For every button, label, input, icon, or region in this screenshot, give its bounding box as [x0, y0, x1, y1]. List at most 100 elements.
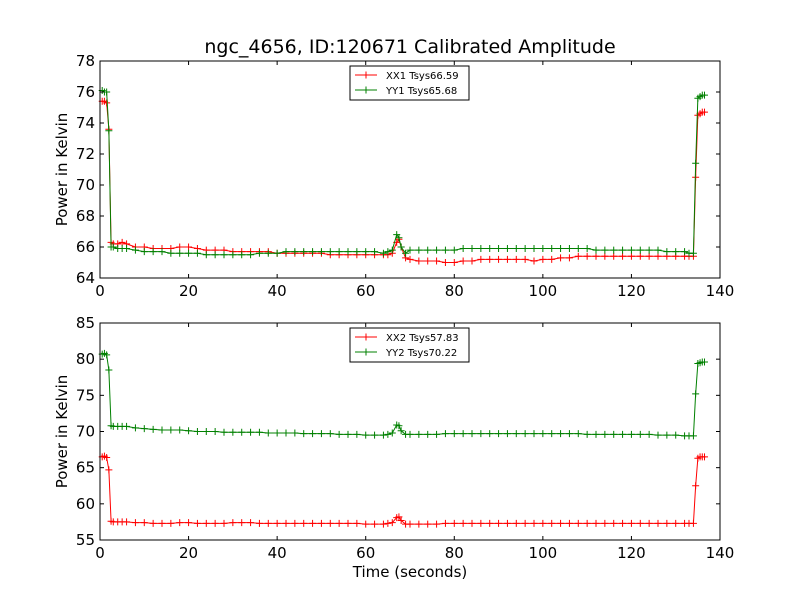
- top-series-2-point: [238, 251, 246, 259]
- bottom-series-2-point: [158, 426, 166, 434]
- top-series-1-point: [654, 252, 662, 260]
- bottom-x-tick-label: 120: [617, 544, 646, 562]
- bottom-series-1-point: [397, 516, 405, 524]
- top-series-2-point: [415, 246, 423, 254]
- bottom-legend-label: XX2 Tsys57.83: [386, 333, 459, 344]
- top-series-2-point: [247, 251, 255, 259]
- bottom-series-2-point: [176, 426, 184, 434]
- bottom-legend-swatch-marker: [362, 348, 370, 356]
- top-series-2-point: [459, 245, 467, 253]
- bottom-series-1-point: [105, 466, 113, 474]
- bottom-series-2-point: [601, 430, 609, 438]
- top-x-tick-label: 60: [356, 282, 375, 300]
- bottom-series-1-point: [247, 519, 255, 527]
- bottom-series-1-point: [433, 520, 441, 528]
- bottom-series-1-point: [282, 519, 290, 527]
- top-series-2-point: [450, 246, 458, 254]
- bottom-series-2-point: [388, 429, 396, 437]
- top-x-tick-label: 80: [445, 282, 464, 300]
- bottom-x-tick-label: 20: [179, 544, 198, 562]
- top-series-2-point: [433, 246, 441, 254]
- bottom-series-1-point: [362, 520, 370, 528]
- bottom-series-2-point: [371, 431, 379, 439]
- bottom-series-2-point: [663, 431, 671, 439]
- bottom-series-2-point: [477, 430, 485, 438]
- bottom-series-1-point: [610, 519, 618, 527]
- bottom-series-1-point: [353, 519, 361, 527]
- bottom-series-1-point: [264, 519, 272, 527]
- bottom-legend-label: YY2 Tsys70.22: [385, 348, 457, 359]
- top-series-2-point: [105, 127, 113, 135]
- bottom-series-2-point: [692, 390, 700, 398]
- bottom-x-tick-label: 80: [445, 544, 464, 562]
- top-y-tick-label: 70: [76, 176, 95, 194]
- top-series-2-point: [601, 246, 609, 254]
- top-series-2-point: [176, 249, 184, 257]
- bottom-legend: XX2 Tsys57.83 YY2 Tsys70.22: [349, 327, 470, 363]
- bottom-series-1-point: [103, 454, 111, 462]
- top-series-2-point: [158, 248, 166, 256]
- bottom-series-2-point: [149, 425, 157, 433]
- bottom-series-1-point: [202, 519, 210, 527]
- bottom-series-1-point: [379, 520, 387, 528]
- bottom-series-2-point: [282, 429, 290, 437]
- top-series-1-point: [627, 252, 635, 260]
- bottom-series-1-point: [149, 519, 157, 527]
- bottom-y-tick-label: 70: [76, 423, 95, 441]
- top-y-tick-label: 72: [76, 145, 95, 163]
- top-series-1-point: [459, 257, 467, 265]
- top-series-2-point: [654, 246, 662, 254]
- bottom-series-2-point: [672, 431, 680, 439]
- bottom-x-tick-label: 60: [356, 544, 375, 562]
- top-series-2-point: [282, 248, 290, 256]
- bottom-series-1-point: [689, 519, 697, 527]
- bottom-series-1-point: [326, 519, 334, 527]
- top-y-tick-label: 68: [76, 207, 95, 225]
- bottom-series-1-point: [539, 519, 547, 527]
- bottom-series-2-point: [610, 430, 618, 438]
- bottom-series-2-point: [424, 430, 432, 438]
- top-series-1-point: [521, 255, 529, 263]
- bottom-series-1-point: [565, 519, 573, 527]
- bottom-series-1-point: [486, 519, 494, 527]
- bottom-series-2-point: [689, 432, 697, 440]
- bottom-series-2-point: [654, 431, 662, 439]
- top-series-1-point: [548, 255, 556, 263]
- top-series-1-point: [118, 238, 126, 246]
- bottom-series-2-point: [105, 366, 113, 374]
- bottom-series-1-point: [512, 519, 520, 527]
- bottom-series-1-point: [503, 519, 511, 527]
- top-series-2-point: [592, 246, 600, 254]
- bottom-series-1-point: [158, 519, 166, 527]
- top-series-2-point: [583, 245, 591, 253]
- figure-title: ngc_4656, ID:120671 Calibrated Amplitude: [204, 36, 615, 58]
- top-series-2-point: [701, 91, 708, 99]
- bottom-series-2-point: [486, 430, 494, 438]
- bottom-x-tick-label: 0: [95, 544, 105, 562]
- top-series-1-point: [495, 255, 503, 263]
- top-series-1-point: [539, 255, 547, 263]
- top-series-2-point: [140, 248, 148, 256]
- bottom-series-1-point: [176, 519, 184, 527]
- top-series-1-point: [601, 252, 609, 260]
- top-series-1-point: [406, 255, 414, 263]
- top-series-2-point: [395, 234, 403, 242]
- top-series-1-point: [512, 255, 520, 263]
- top-series-2-point: [610, 246, 618, 254]
- top-legend-item-1: XX1 Tsys66.59: [355, 71, 459, 82]
- bottom-y-tick-label: 75: [76, 386, 95, 404]
- top-y-axis-label: Power in Kelvin: [53, 113, 71, 227]
- bottom-series-2-point: [592, 430, 600, 438]
- top-series-1-point: [433, 257, 441, 265]
- top-series-1-point: [441, 259, 449, 266]
- bottom-series-1-point: [344, 519, 352, 527]
- top-series-1-point: [610, 252, 618, 260]
- top-series-2-point: [131, 246, 139, 254]
- top-series-2-point: [548, 245, 556, 253]
- top-series-2-point: [402, 249, 410, 257]
- bottom-series-2-point: [326, 430, 334, 438]
- top-series-2-point: [220, 251, 228, 259]
- bottom-series-2-point: [503, 430, 511, 438]
- top-series-2-point: [406, 246, 414, 254]
